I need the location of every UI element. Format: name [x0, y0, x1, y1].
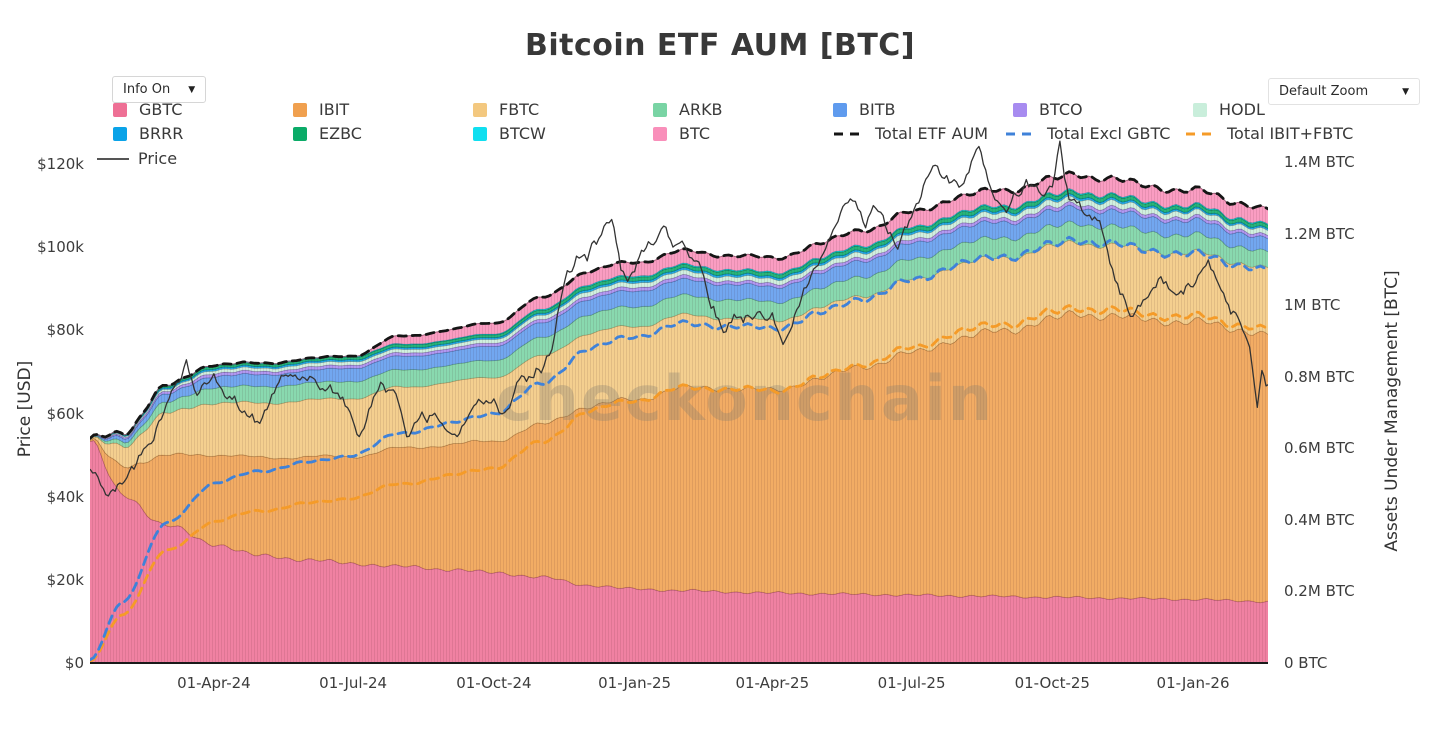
x-tick: 01-Jul-25 — [877, 674, 946, 692]
legend-item-ezbc[interactable]: EZBC — [293, 124, 473, 143]
legend-label: FBTC — [499, 100, 540, 119]
legend-swatch-icon — [293, 102, 307, 117]
y-left-tick: $120k — [37, 155, 84, 174]
x-tick: 01-Jan-26 — [1156, 674, 1230, 692]
legend-line-icon — [97, 157, 129, 160]
zoom-dropdown-label: Default Zoom — [1279, 84, 1369, 99]
legend-item-hodl[interactable]: HODL — [1193, 100, 1373, 119]
legend-item-arkb[interactable]: ARKB — [653, 100, 833, 119]
y-right-tick: 1.4M BTC — [1284, 152, 1355, 171]
legend-item-bitb[interactable]: BITB — [833, 100, 1013, 119]
line-total-excl-gbtc — [90, 235, 1268, 662]
legend-line-icon — [1186, 132, 1218, 135]
y-axis-right-title: Assets Under Management [BTC] — [1382, 270, 1402, 552]
legend-item-ibit[interactable]: IBIT — [293, 100, 473, 119]
y-left-tick: $20k — [46, 570, 84, 589]
legend-swatch-icon — [653, 102, 667, 117]
x-tick: 01-Apr-25 — [735, 674, 810, 692]
legend-swatch-icon — [1193, 102, 1207, 117]
legend-swatch-icon — [653, 126, 667, 141]
legend-swatch-icon — [473, 102, 487, 117]
y-left-tick: $60k — [46, 404, 84, 423]
y-left-tick: $40k — [46, 487, 84, 506]
legend-item-btco[interactable]: BTCO — [1013, 100, 1193, 119]
legend-item-total-etf-aum[interactable]: Total ETF AUM — [833, 124, 1005, 143]
legend-swatch-icon — [293, 126, 307, 141]
legend-label: BTCO — [1039, 100, 1083, 119]
legend-label: Total IBIT+FBTC — [1227, 124, 1354, 143]
legend-label: BTCW — [499, 124, 546, 143]
legend-line-icon — [834, 132, 866, 135]
page-title: Bitcoin ETF AUM [BTC] — [524, 28, 916, 63]
chevron-down-icon: ▼ — [188, 84, 196, 95]
legend-label: ARKB — [679, 100, 723, 119]
legend-item-brrr[interactable]: BRRR — [113, 124, 293, 143]
y-right-tick: 0.6M BTC — [1284, 439, 1355, 458]
chevron-down-icon: ▼ — [1402, 86, 1409, 97]
y-left-tick: $100k — [37, 238, 84, 257]
info-dropdown[interactable]: Info On ▼ — [112, 76, 207, 103]
legend-swatch-icon — [473, 126, 487, 141]
legend-label: GBTC — [139, 100, 183, 119]
y-right-tick: 0.2M BTC — [1284, 582, 1355, 601]
y-right-tick: 1.2M BTC — [1284, 224, 1355, 243]
legend-row-3: Price — [96, 149, 216, 168]
watermark: checkonchain — [496, 362, 994, 435]
line-total-etf-aum — [90, 170, 1268, 440]
y-left-tick: $0 — [64, 654, 84, 672]
legend-label: IBIT — [319, 100, 350, 119]
x-tick: 01-Apr-24 — [177, 674, 251, 692]
legend-label: EZBC — [319, 124, 362, 143]
legend-row-1: GBTC IBIT FBTC ARKB BITB BTCO HODL — [113, 100, 1373, 119]
legend-label: Total Excl GBTC — [1047, 124, 1171, 143]
y-right-tick: 0.8M BTC — [1284, 367, 1355, 386]
legend-item-btcw[interactable]: BTCW — [473, 124, 653, 143]
price-line — [90, 140, 1268, 497]
y-right-tick: 0.4M BTC — [1284, 510, 1355, 529]
legend-swatch-icon — [113, 126, 127, 141]
legend-swatch-icon — [113, 102, 127, 117]
legend-label: BRRR — [139, 124, 184, 143]
legend-item-fbtc[interactable]: FBTC — [473, 100, 653, 119]
x-tick: 01-Oct-24 — [456, 674, 532, 692]
zoom-dropdown[interactable]: Default Zoom ▼ — [1268, 78, 1420, 105]
info-dropdown-label: Info On — [123, 82, 171, 97]
legend-item-price[interactable]: Price — [96, 149, 216, 168]
legend-item-btc[interactable]: BTC — [653, 124, 833, 143]
legend-label: BITB — [859, 100, 896, 119]
line-total-ibit-fbtc — [90, 303, 1268, 663]
y-right-tick: 1M BTC — [1284, 296, 1341, 315]
legend-item-total-ibit-fbtc[interactable]: Total IBIT+FBTC — [1185, 124, 1385, 143]
legend-item-gbtc[interactable]: GBTC — [113, 100, 293, 119]
legend-label: HODL — [1219, 100, 1265, 119]
legend-label: Price — [138, 149, 178, 168]
legend-label: BTC — [679, 124, 710, 143]
legend-row-2: BRRR EZBC BTCW BTC Total ETF AUM Total Excl G… — [113, 124, 1385, 143]
x-tick: 01-Oct-25 — [1014, 674, 1090, 692]
x-tick: 01-Jul-24 — [319, 674, 388, 692]
y-right-tick: 0 BTC — [1284, 654, 1328, 672]
y-left-tick: $80k — [46, 321, 84, 340]
legend-item-total-excl-gbtc[interactable]: Total Excl GBTC — [1005, 124, 1185, 143]
legend-label: Total ETF AUM — [875, 124, 989, 143]
x-tick: 01-Jan-25 — [598, 674, 672, 692]
legend-swatch-icon — [1013, 102, 1027, 117]
plot-area[interactable]: checkonchain — [90, 110, 1268, 670]
legend-swatch-icon — [833, 102, 847, 117]
legend-line-icon — [1006, 132, 1038, 135]
